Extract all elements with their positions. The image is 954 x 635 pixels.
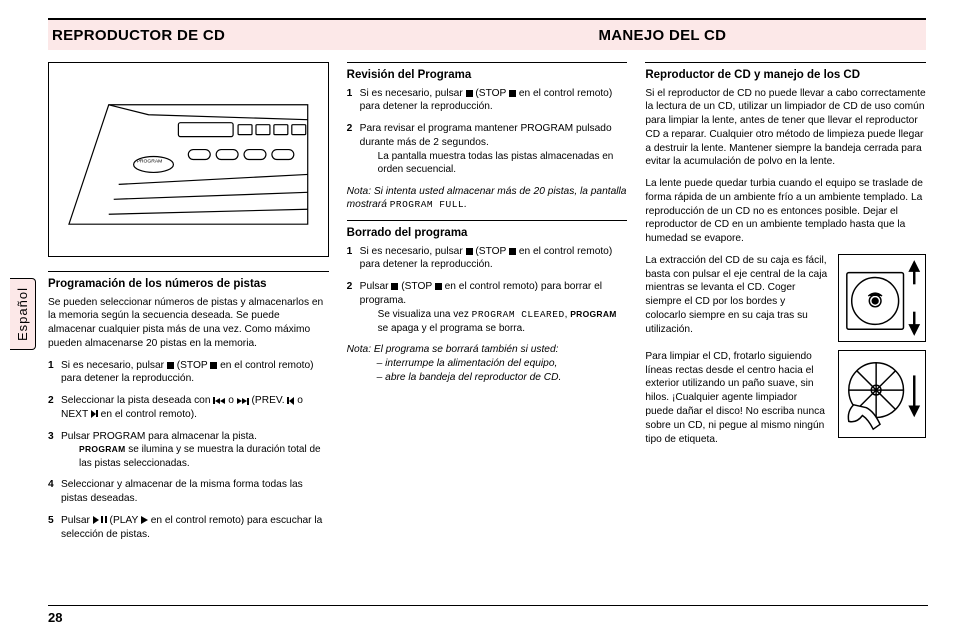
section-review: Revisión del Programa <box>347 62 628 84</box>
programming-intro: Se pueden seleccionar números de pistas … <box>48 296 329 351</box>
page-number: 28 <box>48 605 928 625</box>
program-label: PROGRAM <box>570 309 617 319</box>
stop-icon <box>509 248 516 255</box>
column-2: Revisión del Programa 1Si es necesario, … <box>347 62 628 549</box>
header-left: REPRODUCTOR DE CD <box>52 27 376 44</box>
column-1: PROGRAM Programación de los números de p… <box>48 62 329 549</box>
section-programming: Programación de los números de pistas <box>48 271 329 293</box>
handling-p3: La extracción del CD de su caja es fácil… <box>645 254 828 342</box>
forward-icon <box>237 398 249 405</box>
cd-clean-figure <box>838 350 926 438</box>
erase-step-1: 1Si es necesario, pulsar (STOP en el con… <box>347 245 628 273</box>
review-step-2: 2Para revisar el programa mantener PROGR… <box>347 122 628 177</box>
cd-extract-figure <box>838 254 926 342</box>
stop-icon <box>466 90 473 97</box>
next-icon <box>91 410 98 418</box>
header-right: MANEJO DEL CD <box>376 27 923 44</box>
step-4: 4Seleccionar y almacenar de la misma for… <box>48 478 329 506</box>
step-1: 1Si es necesario, pulsar (STOP en el con… <box>48 359 329 387</box>
step-3: 3Pulsar PROGRAM para almacenar la pista.… <box>48 430 329 471</box>
handling-p4: Para limpiar el CD, frotarlo siguiendo l… <box>645 350 828 446</box>
section-erase: Borrado del programa <box>347 220 628 242</box>
svg-text:PROGRAM: PROGRAM <box>137 158 163 164</box>
section-handling: Reproductor de CD y manejo de los CD <box>645 62 926 84</box>
play-icon <box>141 516 148 524</box>
program-label: PROGRAM <box>79 444 126 454</box>
note-erase: Nota: El programa se borrará también si … <box>347 343 628 384</box>
playpause-icon <box>93 516 107 524</box>
review-step-1: 1Si es necesario, pulsar (STOP en el con… <box>347 87 628 115</box>
handling-p1: Si el reproductor de CD no puede llevar … <box>645 87 926 170</box>
stop-icon <box>167 362 174 369</box>
header-bar: REPRODUCTOR DE CD MANEJO DEL CD <box>48 18 926 50</box>
note-program-full: Nota: Si intenta usted almacenar más de … <box>347 185 628 213</box>
stop-icon <box>466 248 473 255</box>
programming-steps: 1Si es necesario, pulsar (STOP en el con… <box>48 359 329 542</box>
erase-step-2: 2Pulsar (STOP en el control remoto) para… <box>347 280 628 335</box>
erase-steps: 1Si es necesario, pulsar (STOP en el con… <box>347 245 628 335</box>
review-steps: 1Si es necesario, pulsar (STOP en el con… <box>347 87 628 177</box>
stop-icon <box>509 90 516 97</box>
device-figure: PROGRAM <box>48 62 329 257</box>
step-5: 5Pulsar (PLAY en el control remoto) para… <box>48 514 329 542</box>
step-2: 2Seleccionar la pista deseada con o (PRE… <box>48 394 329 422</box>
handling-p2: La lente puede quedar turbia cuando el e… <box>645 177 926 246</box>
stop-icon <box>435 283 442 290</box>
column-3: Reproductor de CD y manejo de los CD Si … <box>645 62 926 549</box>
rewind-icon <box>213 397 225 404</box>
